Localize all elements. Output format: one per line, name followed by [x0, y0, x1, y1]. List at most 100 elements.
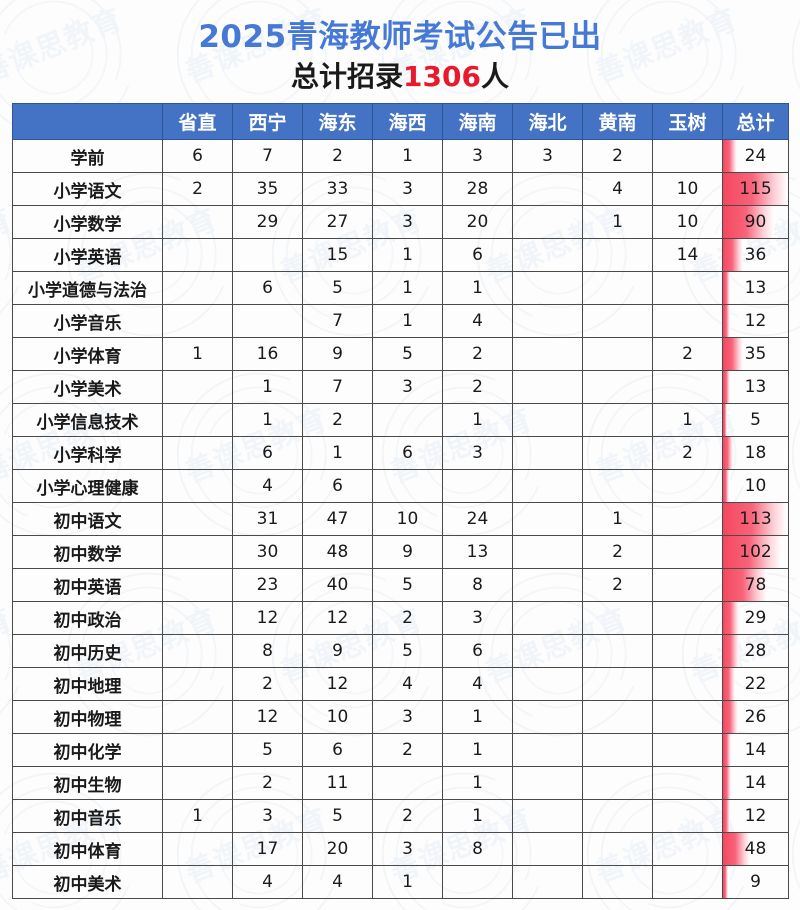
cell-region-4 [372, 469, 443, 504]
cell-region-6 [512, 271, 583, 306]
cell-total: 13 [722, 370, 789, 405]
total-data-bar [723, 305, 730, 337]
cell-region-6 [512, 832, 583, 867]
row-label-subject: 初中数学 [12, 535, 163, 570]
cell-region-7 [582, 667, 653, 702]
cell-region-2: 12 [232, 601, 303, 636]
cell-region-5: 1 [442, 700, 513, 735]
table-row: 初中数学 30 48 9 13 2 102 [12, 535, 789, 570]
cell-region-1 [162, 634, 233, 669]
cell-region-3: 47 [302, 502, 373, 537]
total-data-bar [723, 272, 731, 304]
total-value: 10 [744, 476, 767, 497]
total-value: 78 [744, 575, 767, 596]
total-value: 48 [744, 839, 767, 860]
cell-region-7 [582, 304, 653, 339]
row-label-subject: 初中地理 [12, 667, 163, 702]
cell-total: 28 [722, 634, 789, 669]
cell-region-7 [582, 799, 653, 834]
cell-region-8 [652, 700, 723, 735]
cell-region-8 [652, 733, 723, 768]
table-header-region-2: 西宁 [232, 103, 303, 141]
table-row: 小学语文 2 35 33 3 28 4 10 115 [12, 172, 789, 207]
recruitment-table-wrapper: 省直 西宁 海东 海西 海南 海北 黄南 玉树 总计 学前 6 7 2 1 3 3 2 24 小学语文 2 35 33 3… [12, 103, 789, 900]
cell-region-8 [652, 304, 723, 339]
total-data-bar [723, 437, 734, 469]
cell-region-5: 1 [442, 766, 513, 801]
cell-region-6 [512, 733, 583, 768]
cell-region-8 [652, 799, 723, 834]
total-value: 13 [744, 377, 767, 398]
cell-region-6 [512, 370, 583, 405]
cell-region-3: 20 [302, 832, 373, 867]
total-data-bar [723, 767, 731, 799]
cell-region-8 [652, 535, 723, 570]
cell-total: 35 [722, 337, 789, 372]
row-label-subject: 初中物理 [12, 700, 163, 735]
cell-region-5: 6 [442, 634, 513, 669]
cell-region-4: 9 [372, 535, 443, 570]
cell-total: 26 [722, 700, 789, 735]
cell-region-7 [582, 370, 653, 405]
cell-region-6 [512, 535, 583, 570]
cell-total: 22 [722, 667, 789, 702]
row-label-subject: 小学体育 [12, 337, 163, 372]
cell-region-7 [582, 700, 653, 735]
cell-region-6 [512, 205, 583, 240]
total-data-bar [723, 536, 781, 568]
cell-total: 29 [722, 601, 789, 636]
total-data-bar [723, 173, 788, 205]
row-label-subject: 小学道德与法治 [12, 271, 163, 306]
cell-region-4: 3 [372, 700, 443, 735]
cell-region-6 [512, 700, 583, 735]
cell-region-1 [162, 304, 233, 339]
cell-region-3: 5 [302, 271, 373, 306]
total-data-bar [723, 140, 737, 172]
cell-region-1 [162, 832, 233, 867]
table-row: 小学道德与法治 6 5 1 1 13 [12, 271, 789, 306]
cell-region-1 [162, 667, 233, 702]
total-value: 12 [744, 311, 767, 332]
total-value: 12 [744, 806, 767, 827]
cell-region-8: 14 [652, 238, 723, 273]
row-label-subject: 小学音乐 [12, 304, 163, 339]
total-value: 14 [744, 773, 767, 794]
table-header-region-3: 海东 [302, 103, 373, 141]
cell-region-2: 12 [232, 700, 303, 735]
cell-region-1 [162, 238, 233, 273]
cell-region-4: 6 [372, 436, 443, 471]
cell-region-6 [512, 799, 583, 834]
table-header-region-1: 省直 [162, 103, 233, 141]
cell-region-8 [652, 865, 723, 900]
table-row: 初中政治 12 12 2 3 29 [12, 601, 789, 636]
table-row: 小学科学 6 1 6 3 2 18 [12, 436, 789, 471]
cell-total: 12 [722, 304, 789, 339]
title-total-count: 1306 [403, 59, 481, 93]
cell-region-4: 1 [372, 139, 443, 174]
cell-region-5: 13 [442, 535, 513, 570]
cell-region-5: 3 [442, 436, 513, 471]
cell-region-8 [652, 469, 723, 504]
cell-region-5: 1 [442, 733, 513, 768]
cell-region-8 [652, 601, 723, 636]
page-title-line1: 2025青海教师考试公告已出 [198, 19, 602, 55]
cell-region-4: 1 [372, 271, 443, 306]
cell-region-3: 27 [302, 205, 373, 240]
cell-region-3: 11 [302, 766, 373, 801]
total-data-bar [723, 404, 727, 436]
cell-region-3: 5 [302, 799, 373, 834]
cell-region-1 [162, 403, 233, 438]
cell-region-8: 2 [652, 436, 723, 471]
cell-region-1: 2 [162, 172, 233, 207]
cell-region-8 [652, 568, 723, 603]
cell-region-6 [512, 634, 583, 669]
cell-region-4: 1 [372, 238, 443, 273]
page-header: 2025青海教师考试公告已出 总计招录1306人 [0, 0, 800, 95]
cell-region-5: 24 [442, 502, 513, 537]
cell-region-6 [512, 502, 583, 537]
total-value: 13 [744, 278, 767, 299]
cell-region-5: 4 [442, 304, 513, 339]
cell-region-3: 1 [302, 436, 373, 471]
cell-total: 113 [722, 502, 789, 537]
table-row: 初中体育 17 20 3 8 48 [12, 832, 789, 867]
